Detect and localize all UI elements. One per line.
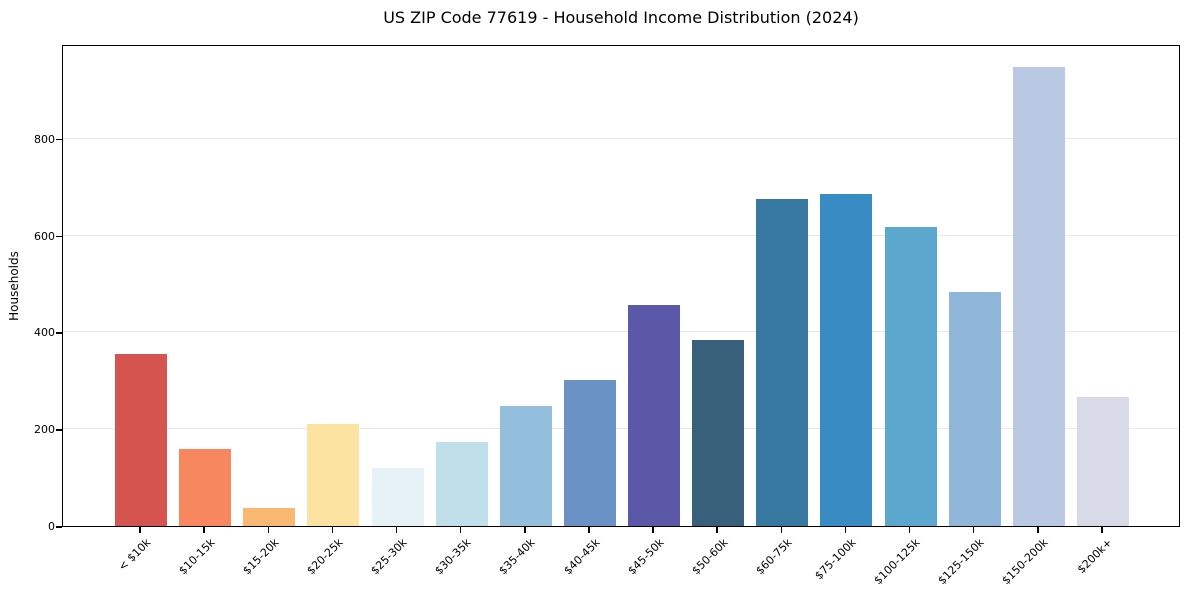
chart-title: US ZIP Code 77619 - Household Income Dis…	[383, 8, 859, 27]
xtick-label: $150-200k	[999, 536, 1052, 588]
ytick-label: 400	[34, 326, 55, 340]
xtick-label: $50-60k	[689, 536, 731, 578]
y-axis-label: Households	[7, 251, 21, 321]
xtick-label: $45-50k	[624, 536, 667, 578]
xtick-mark	[459, 527, 462, 533]
bar-10k	[115, 353, 168, 526]
xtick-mark	[972, 527, 975, 533]
ytick-label: 200	[34, 423, 55, 437]
xtick-label: $15-20k	[240, 536, 282, 578]
xtick-label: $200k+	[1075, 536, 1116, 577]
xtick-label: $75-100k	[812, 536, 859, 583]
bar-150-200k	[1012, 67, 1065, 526]
bar-200k	[1076, 397, 1129, 526]
xtick-mark	[203, 527, 205, 533]
xtick-mark	[524, 527, 526, 533]
ytick-label: 800	[34, 132, 55, 146]
ytick-label: 0	[48, 520, 55, 533]
xtick-mark	[1037, 527, 1039, 533]
xtick-label: $30-35k	[432, 536, 474, 578]
gridline-y-800	[63, 137, 1179, 139]
xtick-label: $40-45k	[560, 536, 603, 578]
ytick-mark	[56, 138, 62, 141]
xtick-mark	[331, 527, 334, 533]
xtick-mark	[1101, 527, 1103, 533]
xtick-mark	[844, 527, 847, 533]
xtick-mark	[588, 527, 590, 533]
bar-35-40k	[499, 405, 552, 526]
ytick-mark	[56, 332, 62, 334]
bar-60-75k	[756, 198, 809, 526]
xtick-mark	[267, 527, 270, 533]
ytick-label: 600	[34, 229, 55, 243]
bar-15-20k	[243, 507, 296, 526]
bar-40-45k	[563, 379, 616, 526]
bar-45-50k	[628, 304, 681, 526]
xtick-label: < $10k	[115, 536, 154, 574]
gridline-y-600	[63, 234, 1179, 236]
bar-10-15k	[179, 448, 232, 526]
bar-20-25k	[307, 423, 360, 526]
xtick-label: $60-75k	[753, 536, 795, 578]
xtick-label: $10-15k	[176, 536, 218, 578]
ytick-mark	[56, 429, 62, 431]
xtick-mark	[395, 527, 398, 533]
xtick-mark	[780, 527, 783, 533]
gridline-y-200	[63, 428, 1179, 430]
bar-25-30k	[371, 467, 424, 526]
bar-125-150k	[948, 291, 1001, 526]
bar-100-125k	[884, 226, 937, 526]
xtick-mark	[139, 527, 141, 533]
bar-30-35k	[435, 441, 488, 526]
ytick-mark	[56, 526, 62, 528]
xtick-mark	[908, 527, 911, 533]
xtick-mark	[652, 527, 654, 533]
bar-75-100k	[820, 193, 873, 526]
ytick-mark	[56, 235, 62, 238]
xtick-label: $20-25k	[304, 536, 346, 578]
gridline-y-400	[63, 331, 1179, 333]
plot-area	[62, 45, 1180, 527]
xtick-mark	[716, 527, 718, 533]
bar-50-60k	[692, 339, 745, 526]
xtick-label: $35-40k	[496, 536, 539, 578]
xtick-label: $25-30k	[368, 536, 410, 578]
xtick-label: $125-150k	[935, 536, 987, 588]
xtick-label: $100-125k	[871, 536, 923, 588]
